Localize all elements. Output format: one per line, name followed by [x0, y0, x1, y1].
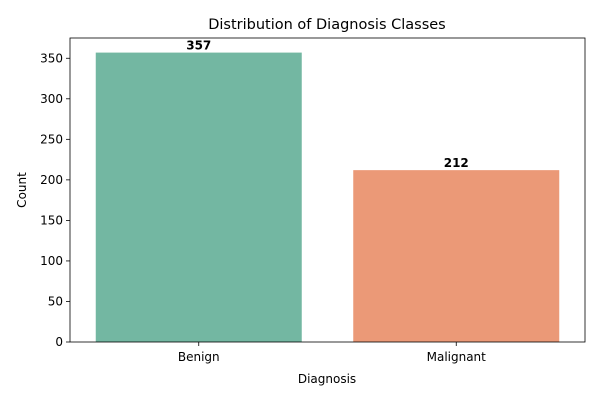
y-tick-label: 100: [40, 254, 63, 268]
y-tick-label: 150: [40, 213, 63, 227]
x-tick-label-benign: Benign: [178, 350, 220, 364]
bar-benign: [95, 52, 302, 342]
data-label-benign: 357: [186, 39, 211, 53]
y-tick-label: 200: [40, 173, 63, 187]
x-axis: Benign Malignant: [178, 342, 486, 364]
x-axis-label: Diagnosis: [298, 372, 356, 386]
bars-group: [95, 52, 560, 342]
y-tick-label: 350: [40, 51, 63, 65]
chart-title: Distribution of Diagnosis Classes: [208, 17, 446, 33]
y-axis: 0 50 100 150 200 250 300 350: [40, 51, 70, 349]
y-axis-label: Count: [15, 172, 29, 208]
bar-malignant: [353, 170, 560, 342]
y-tick-label: 50: [48, 294, 63, 308]
data-labels-group: 357 212: [186, 39, 469, 171]
plot-frame: [69, 37, 586, 343]
y-tick-label: 250: [40, 132, 63, 146]
x-tick-label-malignant: Malignant: [427, 350, 487, 364]
y-tick-label: 300: [40, 92, 63, 106]
data-label-malignant: 212: [444, 156, 469, 170]
y-tick-label: 0: [55, 335, 63, 349]
